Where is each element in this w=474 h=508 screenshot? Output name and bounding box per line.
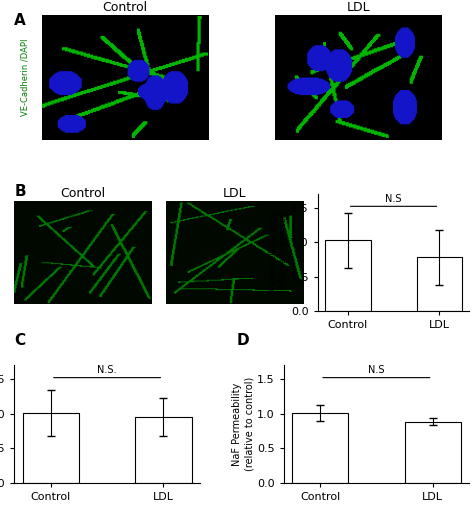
Bar [404, 422, 461, 483]
Bar [135, 417, 191, 483]
Y-axis label: # Intercellular gaps
(relative to control): # Intercellular gaps (relative to contro… [269, 211, 289, 294]
Title: LDL: LDL [346, 1, 370, 14]
Bar [325, 240, 371, 311]
Bar [23, 413, 79, 483]
Text: A: A [14, 13, 26, 28]
Text: B: B [14, 184, 26, 199]
Text: VE-Cadherin /DAPI: VE-Cadherin /DAPI [21, 39, 30, 116]
Bar [292, 413, 348, 483]
Text: D: D [237, 333, 250, 348]
Text: ZO-1: ZO-1 [0, 242, 2, 263]
Title: LDL: LDL [223, 187, 246, 200]
Text: C: C [14, 333, 25, 348]
Title: Control: Control [61, 187, 106, 200]
Title: Control: Control [103, 1, 148, 14]
Bar [417, 258, 462, 311]
Text: N.S: N.S [385, 194, 402, 204]
Text: N.S.: N.S. [97, 365, 117, 375]
Y-axis label: NaF Permeability
(relative to control): NaF Permeability (relative to control) [233, 377, 254, 471]
Text: N.S: N.S [368, 365, 384, 375]
